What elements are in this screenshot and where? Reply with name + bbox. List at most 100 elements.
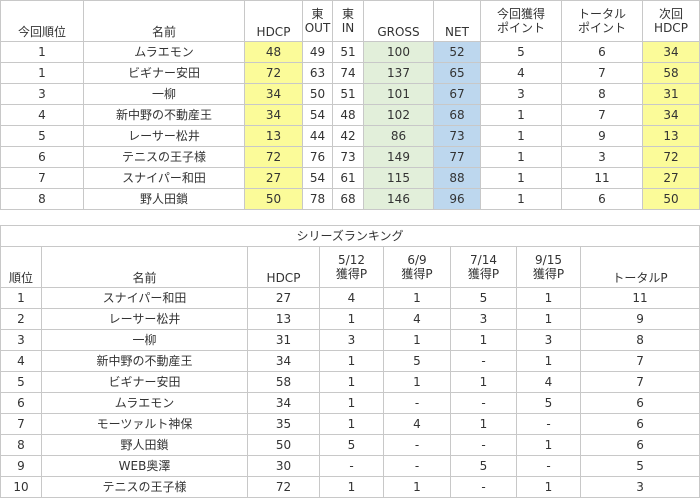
table-row: 1 ムラエモン 48 49 51 100 52 5 6 34 [0,41,700,63]
series-rank-cell: 9 [0,455,42,477]
table-row: 9 WEB奥澤 30- -5-5 [0,455,700,477]
rank-cell: 5 [0,125,84,147]
series-hdcp-cell: 35 [247,413,320,435]
gross-cell: 86 [363,125,434,147]
next-hdcp-cell: 34 [642,104,700,126]
series-rank-cell: 6 [0,392,42,414]
round4-points-cell: - [516,455,581,477]
net-cell: 77 [433,146,481,168]
points-cell: 1 [480,146,562,168]
rank-cell: 1 [0,62,84,84]
round4-points-cell: 5 [516,392,581,414]
results-table: 今回順位 名前 HDCP 東 OUT 東 IN GROSS NET 今回獲得 ポイント… [0,0,700,210]
series-header-round1: 5/12 獲得P [319,246,384,288]
series-header-hdcp: HDCP [247,246,320,288]
series-total-cell: 6 [579,392,700,414]
table-row: 6 ムラエモン 34 1- -5 6 [0,392,700,414]
series-total-cell: 9 [579,308,700,330]
series-name-cell: ムラエモン [41,392,248,414]
name-cell: ビギナー安田 [83,62,245,84]
round2-points-cell: - [383,434,451,456]
header-in: 東 IN [332,0,364,42]
net-cell: 67 [433,83,481,105]
series-rank-cell: 4 [0,350,42,372]
series-name-cell: 野人田鎖 [41,434,248,456]
out-score-cell: 49 [302,41,333,63]
rank-cell: 4 [0,104,84,126]
next-hdcp-cell: 50 [642,188,700,210]
next-hdcp-cell: 13 [642,125,700,147]
series-ranking-table: シリーズランキング 順位 名前 HDCP 5/12 獲得P 6/9 獲得P 7/14… [0,225,700,498]
round3-points-cell: 5 [450,287,517,309]
out-score-cell: 44 [302,125,333,147]
round4-points-cell: 1 [516,308,581,330]
total-points-cell: 8 [561,83,643,105]
series-header-total: トータルP [579,246,700,288]
header-net: NET [433,0,481,42]
series-name-cell: モーツァルト神保 [41,413,248,435]
round2-points-cell: 5 [383,350,451,372]
net-cell: 68 [433,104,481,126]
series-rank-cell: 3 [0,329,42,351]
series-hdcp-cell: 58 [247,371,320,393]
series-header-name: 名前 [41,246,248,288]
round4-points-cell: 1 [516,350,581,372]
total-points-cell: 7 [561,62,643,84]
round2-points-cell: 1 [383,287,451,309]
total-points-cell: 6 [561,41,643,63]
series-total-cell: 7 [579,350,700,372]
round2-points-cell: 1 [383,371,451,393]
round3-points-cell: - [450,434,517,456]
name-cell: 新中野の不動産王 [83,104,245,126]
series-total-cell: 6 [579,434,700,456]
series-hdcp-cell: 27 [247,287,320,309]
round4-points-cell: 1 [516,287,581,309]
round3-points-cell: 1 [450,413,517,435]
total-points-cell: 11 [561,167,643,189]
points-cell: 5 [480,41,562,63]
series-name-cell: スナイパー和田 [41,287,248,309]
points-cell: 4 [480,62,562,84]
round4-points-cell: 3 [516,329,581,351]
series-rank-cell: 2 [0,308,42,330]
net-cell: 73 [433,125,481,147]
series-name-cell: 新中野の不動産王 [41,350,248,372]
hdcp-cell: 72 [244,62,303,84]
hdcp-cell: 50 [244,188,303,210]
round1-points-cell: 1 [319,392,384,414]
table-row: 5 レーサー松井 13 44 42 86 73 1 9 13 [0,125,700,147]
header-points: 今回獲得 ポイント [480,0,562,42]
series-hdcp-cell: 31 [247,329,320,351]
hdcp-cell: 13 [244,125,303,147]
gross-cell: 101 [363,83,434,105]
header-gross: GROSS [363,0,434,42]
header-rank: 今回順位 [0,0,84,42]
round1-points-cell: 4 [319,287,384,309]
round3-points-cell: 3 [450,308,517,330]
next-hdcp-cell: 27 [642,167,700,189]
points-cell: 1 [480,167,562,189]
hdcp-cell: 48 [244,41,303,63]
round1-points-cell: - [319,455,384,477]
table-row: 3 一柳 34 50 51 101 67 3 8 31 [0,83,700,105]
total-points-cell: 7 [561,104,643,126]
series-hdcp-cell: 50 [247,434,320,456]
round1-points-cell: 1 [319,371,384,393]
series-hdcp-cell: 13 [247,308,320,330]
points-cell: 1 [480,188,562,210]
series-name-cell: 一柳 [41,329,248,351]
round3-points-cell: 1 [450,329,517,351]
in-score-cell: 42 [332,125,364,147]
series-rank-cell: 5 [0,371,42,393]
out-score-cell: 78 [302,188,333,210]
header-out: 東 OUT [302,0,333,42]
name-cell: テニスの王子様 [83,146,245,168]
table-row: 6 テニスの王子様 72 76 73 149 77 1 3 72 [0,146,700,168]
round2-points-cell: 1 [383,329,451,351]
series-name-cell: WEB奥澤 [41,455,248,477]
round2-points-cell: 4 [383,308,451,330]
gross-cell: 102 [363,104,434,126]
gross-cell: 137 [363,62,434,84]
round3-points-cell: - [450,392,517,414]
results-header-row: 今回順位 名前 HDCP 東 OUT 東 IN GROSS NET 今回獲得 ポイント… [0,0,700,42]
